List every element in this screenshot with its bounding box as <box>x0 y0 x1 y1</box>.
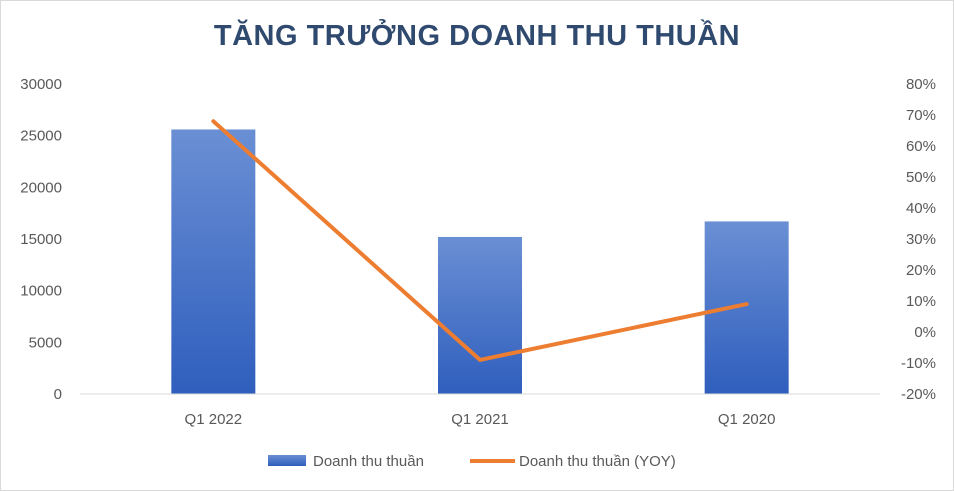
bar <box>438 236 522 394</box>
left-tick-label: 5000 <box>29 334 62 351</box>
chart-title: TĂNG TRƯỞNG DOANH THU THUẦN <box>213 20 741 52</box>
x-tick-label: Q1 2020 <box>718 411 776 428</box>
right-tick-label: 80% <box>906 76 936 93</box>
bar-series <box>171 129 789 394</box>
line-series <box>211 119 749 362</box>
legend-line-label: Doanh thu thuần (YOY) <box>519 453 676 470</box>
x-axis-ticks: Q1 2022 Q1 2021 Q1 2020 <box>185 411 776 428</box>
right-tick-label: 60% <box>906 138 936 155</box>
x-tick-label: Q1 2021 <box>451 411 509 428</box>
bar <box>704 221 789 394</box>
left-tick-label: 25000 <box>20 128 62 145</box>
right-tick-label: 70% <box>906 107 936 124</box>
right-tick-label: 40% <box>906 200 936 217</box>
right-tick-label: 20% <box>906 262 936 279</box>
x-tick-label: Q1 2022 <box>185 411 243 428</box>
right-tick-label: -20% <box>901 386 936 403</box>
left-axis-ticks: 0 5000 10000 15000 20000 25000 30000 <box>20 76 62 403</box>
right-axis-ticks: -20% -10% 0% 10% 20% 30% 40% 50% 60% 70% 80% <box>901 76 936 403</box>
bar <box>171 129 256 394</box>
left-tick-label: 30000 <box>20 76 62 93</box>
legend-bar-swatch <box>268 455 306 466</box>
left-tick-label: 15000 <box>20 231 62 248</box>
left-tick-label: 0 <box>54 386 62 403</box>
legend: Doanh thu thuần Doanh thu thuần (YOY) <box>268 453 676 470</box>
left-tick-label: 20000 <box>20 179 62 196</box>
right-tick-label: 50% <box>906 169 936 186</box>
right-tick-label: 30% <box>906 231 936 248</box>
legend-bar-label: Doanh thu thuần <box>313 453 424 470</box>
left-tick-label: 10000 <box>20 283 62 300</box>
right-tick-label: 0% <box>914 324 936 341</box>
right-tick-label: 10% <box>906 293 936 310</box>
right-tick-label: -10% <box>901 355 936 372</box>
